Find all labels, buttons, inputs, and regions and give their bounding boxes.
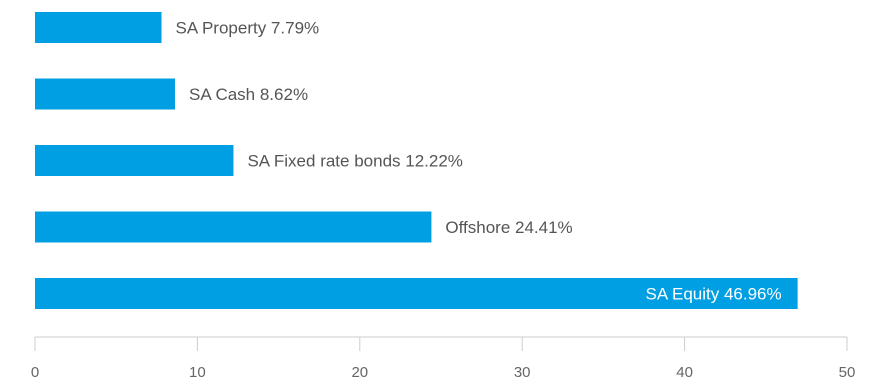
bar-data-label: SA Equity 46.96% — [646, 285, 782, 304]
bar-data-label: SA Property 7.79% — [176, 19, 320, 38]
bar-labels-layer: SA Property 7.79% SA Cash 8.62% SA Fixed r… — [176, 19, 782, 304]
bars-layer — [35, 12, 798, 309]
bar-data-label: SA Cash 8.62% — [189, 85, 308, 104]
x-tick-label: 40 — [676, 364, 693, 381]
x-tick-label: 0 — [31, 364, 39, 381]
x-tick-label: 10 — [189, 364, 206, 381]
bar-sa-equity — [35, 278, 798, 309]
x-tick-label: 20 — [351, 364, 368, 381]
bar-sa-property — [35, 12, 162, 43]
x-tick-label: 50 — [839, 364, 856, 381]
bar-sa-fixed-rate-bonds — [35, 145, 234, 176]
bar-offshore — [35, 211, 432, 243]
x-tick-label: 30 — [514, 364, 531, 381]
x-axis: 0 10 20 30 40 50 — [31, 336, 856, 381]
bar-data-label: Offshore 24.41% — [445, 218, 572, 237]
bar-data-label: SA Fixed rate bonds 12.22% — [247, 152, 462, 171]
bar-sa-cash — [35, 78, 175, 110]
